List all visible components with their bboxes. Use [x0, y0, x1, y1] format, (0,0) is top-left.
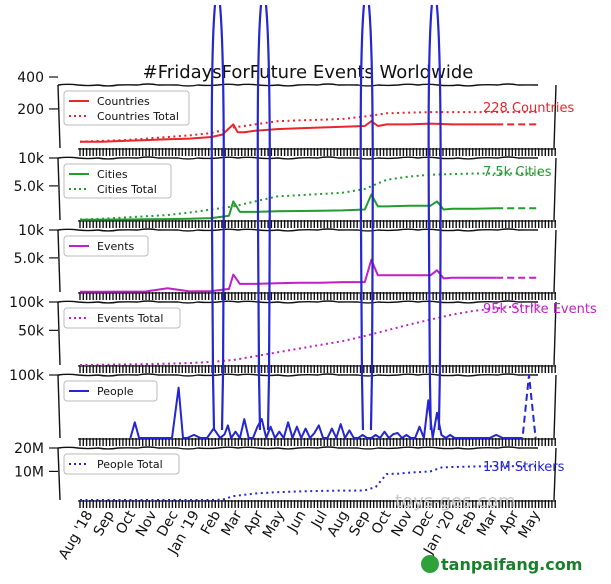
- x-tick-label: Jul: [308, 508, 331, 532]
- panel-5: 100k People: [9, 368, 557, 446]
- legend-box: [63, 163, 172, 199]
- legend-box: [63, 235, 149, 257]
- panel-border-top: [57, 373, 539, 377]
- x-tick-label: Sep: [346, 508, 373, 539]
- x-tick-label: Sep: [91, 508, 118, 539]
- panel-border-top: [57, 83, 539, 87]
- people-spikes: [210, 4, 442, 431]
- series-cities-total-line: [79, 172, 540, 221]
- watermark-logo-text: tanpaifang.com: [441, 555, 582, 574]
- people-spike: [256, 4, 271, 431]
- panel-6: 20M 10M People Total 13M Strikers: [14, 441, 565, 508]
- panel-3: 10k 5.0k Events: [14, 223, 557, 300]
- x-tick-label: Mar: [218, 508, 245, 539]
- legend-box: [63, 380, 158, 402]
- x-tick-label: Nov: [388, 508, 416, 540]
- legend-label: Cities Total: [97, 183, 157, 196]
- y-tick-label: 200: [17, 102, 44, 118]
- panel-border-sides: [57, 301, 557, 366]
- series-countries-line: [80, 120, 497, 143]
- panel-1: 400 200 Countries Countries Total 228 Countr…: [17, 70, 575, 156]
- legend-box: [63, 90, 190, 126]
- legend: Events Total: [63, 307, 181, 329]
- watermark-text: toys-ges.com: [395, 491, 516, 512]
- panel-border-sides: [57, 229, 557, 293]
- panel-tick-comb: [78, 220, 556, 228]
- series-people-line: [129, 386, 523, 439]
- panel-border-top: [57, 300, 539, 304]
- panel-border-sides: [57, 84, 557, 149]
- panel-tick-comb: [78, 292, 556, 300]
- y-tick-label: 10M: [14, 464, 44, 480]
- people-spike: [427, 4, 442, 431]
- series-cities-line: [79, 193, 497, 221]
- y-tick-label: 10k: [18, 223, 45, 239]
- legend: Events: [63, 235, 149, 257]
- panel-border-sides: [57, 447, 557, 501]
- y-tick-label: 5.0k: [14, 179, 45, 195]
- y-tick-label: 10k: [18, 151, 45, 167]
- panel-tick-comb: [78, 148, 556, 156]
- panel-border-top: [57, 228, 539, 232]
- x-tick-label: Jun: [284, 508, 309, 536]
- y-tick-label: 20M: [14, 441, 44, 457]
- people-spike: [210, 4, 225, 431]
- y-tick-label: 50k: [18, 323, 45, 339]
- annotation-label: 228 Countries: [483, 101, 575, 116]
- legend-label: People Total: [97, 458, 163, 471]
- annotation-label: 95k Strike Events: [483, 302, 597, 317]
- panel-tick-comb: [78, 365, 556, 373]
- chart-panels: 400 200 Countries Countries Total 228 Countr…: [9, 70, 597, 508]
- series-people-total-line: [80, 465, 540, 501]
- x-tick-label: Aug '18: [56, 508, 97, 562]
- legend-label: People: [97, 385, 134, 398]
- legend: Cities Cities Total: [63, 163, 172, 199]
- panel-border-top: [57, 446, 539, 450]
- y-tick-label: 100k: [9, 368, 45, 384]
- y-tick-label: 400: [17, 70, 44, 86]
- panel-4: 100k 50k Events Total 95k Strike Events: [9, 295, 597, 373]
- panel-tick-comb: [78, 438, 556, 446]
- series-events-line: [80, 258, 497, 293]
- chart-title: #FridaysForFuture Events Worldwide: [143, 62, 474, 83]
- y-tick-label: 5.0k: [14, 251, 45, 267]
- legend-box: [63, 453, 180, 475]
- series-people-dashed-line: [515, 374, 537, 439]
- legend-box: [63, 307, 181, 329]
- series-events-total-line: [79, 304, 541, 366]
- legend-label: Countries Total: [97, 110, 179, 123]
- x-tick-label: Aug: [325, 508, 353, 540]
- legend: Countries Countries Total: [63, 90, 190, 126]
- panel-2: 10k 5.0k Cities Cities Total 7.5k Cities: [14, 151, 557, 228]
- x-tick-label: Mar: [474, 508, 501, 539]
- panel-border-sides: [57, 157, 557, 221]
- watermark-logo: tanpaifang.com: [421, 555, 582, 574]
- legend-label: Cities: [97, 168, 128, 181]
- x-tick-label: Nov: [133, 508, 161, 540]
- annotation-label: 13M Strikers: [483, 460, 565, 475]
- annotation-label: 7.5k Cities: [483, 165, 552, 180]
- series-countries-total-line: [79, 111, 540, 143]
- x-tick-label: May: [260, 508, 288, 541]
- legend: People Total: [63, 453, 180, 475]
- panel-border-sides: [57, 374, 557, 439]
- panel-border-top: [57, 156, 539, 160]
- y-tick-label: 100k: [9, 295, 45, 311]
- people-spike: [359, 4, 374, 431]
- legend-label: Events: [97, 240, 135, 253]
- x-tick-label: May: [515, 508, 543, 541]
- legend-label: Countries: [97, 95, 150, 108]
- legend-label: Events Total: [97, 312, 163, 325]
- legend: People: [63, 380, 158, 402]
